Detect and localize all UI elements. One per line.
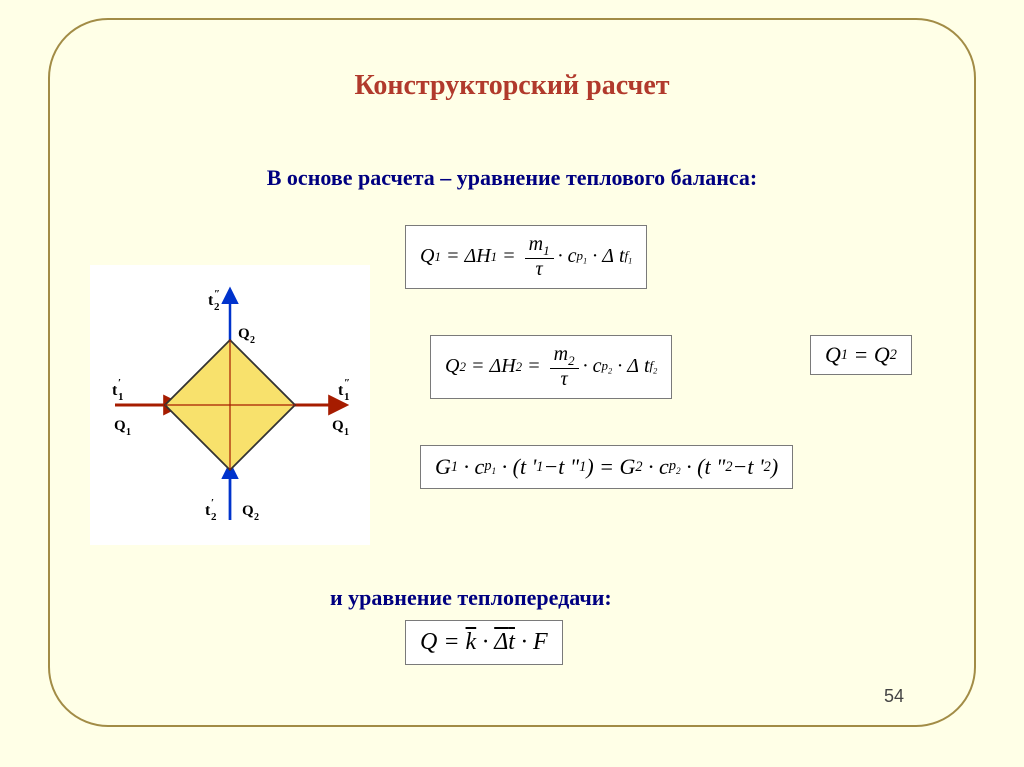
svg-text:Q: Q <box>242 503 254 519</box>
svg-text:″: ″ <box>214 288 220 300</box>
svg-text:1: 1 <box>118 391 124 403</box>
formula-q2: Q2 = ΔH2 = m2τ · cp2 · Δ tf2 <box>430 335 672 399</box>
heat-exchanger-diagram: t 2 ″ Q 2 t 1 ′ t 1 ″ Q 1 Q 1 t 2 ′ Q 2 <box>90 265 370 545</box>
svg-text:′: ′ <box>211 497 214 509</box>
svg-text:1: 1 <box>126 427 131 438</box>
svg-text:″: ″ <box>344 377 350 389</box>
slide-title: Конструкторский расчет <box>0 70 1024 102</box>
svg-text:1: 1 <box>344 391 350 403</box>
svg-text:2: 2 <box>214 301 220 313</box>
svg-text:Q: Q <box>332 418 344 434</box>
svg-text:Q: Q <box>238 326 250 342</box>
formula-q1: Q1 = ΔH1 = m1τ · cp1 · Δ tf1 <box>405 225 647 289</box>
formula-heat-transfer: Q = k · Δt · F <box>405 620 563 665</box>
slide-subtitle: В основе расчета – уравнение теплового б… <box>0 165 1024 191</box>
svg-text:2: 2 <box>254 512 259 523</box>
svg-text:2: 2 <box>211 511 217 523</box>
formula-q1-eq-q2: Q1 = Q2 <box>810 335 912 375</box>
formula-g-balance: G1 · cp1 · (t '1−t "1) = G2 · cp2 · (t "… <box>420 445 793 489</box>
subtitle-heat-transfer: и уравнение теплопередачи: <box>330 585 612 611</box>
page-number: 54 <box>884 686 904 707</box>
svg-text:′: ′ <box>118 377 121 389</box>
slide: Конструкторский расчет В основе расчета … <box>0 0 1024 767</box>
svg-text:2: 2 <box>250 335 255 346</box>
svg-text:Q: Q <box>114 418 126 434</box>
svg-text:1: 1 <box>344 427 349 438</box>
